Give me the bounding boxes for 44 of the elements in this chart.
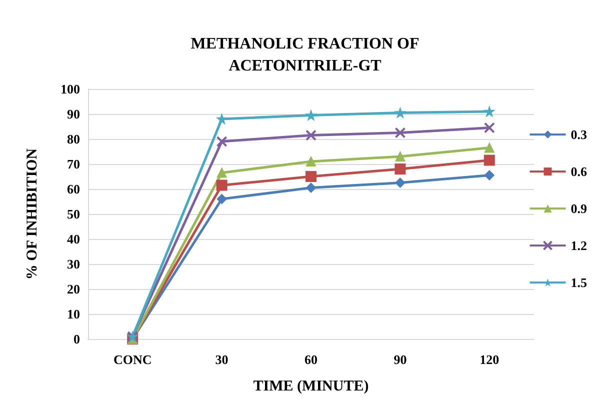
x-tick-label: 30: [215, 352, 228, 367]
y-tick-label: 0: [74, 332, 80, 346]
y-tick-label: 50: [67, 206, 80, 222]
point: [216, 194, 227, 204]
y-tick-label: 90: [67, 106, 80, 122]
point: [306, 110, 316, 120]
point: [306, 171, 316, 182]
point: [395, 108, 406, 118]
x-tick-label: CONC: [113, 352, 152, 367]
y-axis-title: % OF INHIBITION: [24, 148, 40, 280]
x-tick-label: 90: [394, 352, 407, 367]
chart-title: METHANOLIC FRACTION OF ACETONITRILE-GT: [190, 36, 420, 74]
legend-label: 1.2: [570, 238, 587, 253]
point: [394, 164, 406, 174]
point: [484, 142, 494, 153]
point: [394, 127, 406, 138]
legend-label: 0.6: [570, 164, 588, 179]
point: [306, 182, 316, 193]
x-axis-title: TIME (MINUTE): [253, 378, 369, 394]
x-tick-label: 120: [480, 352, 500, 367]
point: [306, 130, 316, 141]
point: [395, 152, 406, 162]
point: [216, 114, 227, 124]
point: [216, 136, 228, 147]
y-tick-label: 60: [67, 182, 80, 196]
legend-label: 1.5: [570, 275, 588, 290]
y-tick-label: 20: [67, 282, 80, 296]
y-tick-label: 80: [67, 132, 80, 146]
point: [484, 170, 494, 180]
point: [395, 178, 406, 188]
y-tick-label: 100: [60, 82, 80, 96]
x-tick-label: 60: [304, 352, 318, 367]
point: [484, 122, 495, 134]
y-tick-label: 40: [67, 232, 80, 246]
point: [216, 180, 228, 191]
point: [306, 156, 316, 166]
legend-label: 0.9: [570, 201, 588, 216]
y-tick-label: 70: [67, 156, 80, 172]
point: [484, 106, 494, 116]
point: [216, 168, 227, 178]
point: [484, 154, 495, 166]
legend-label: 0.3: [570, 127, 588, 142]
y-tick-label: 10: [67, 306, 80, 322]
y-tick-label: 30: [67, 256, 80, 272]
